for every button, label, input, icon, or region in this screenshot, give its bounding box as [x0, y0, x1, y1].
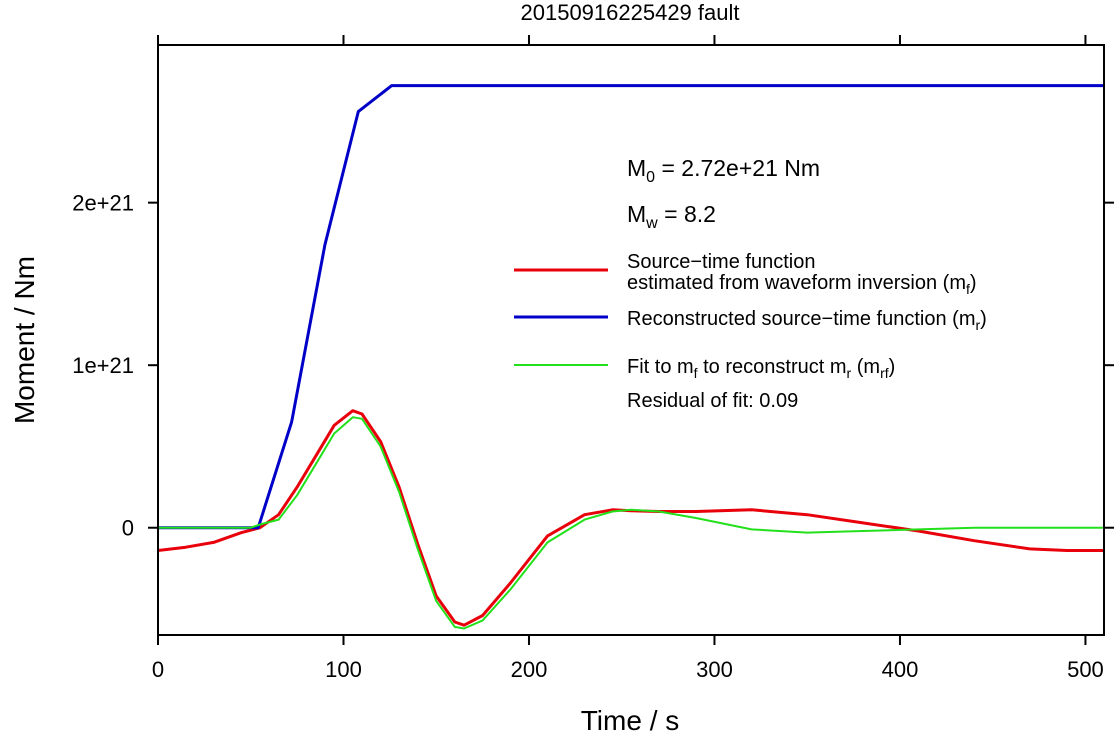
legend: Source−time function estimated from wave… — [514, 251, 987, 412]
legend-mrf-sub2: r — [847, 365, 852, 381]
y-axis-label: Moment / Nm — [9, 256, 40, 424]
axes-group: 0 100 200 300 400 500 0 1e+21 2e+21 — [72, 35, 1114, 682]
moment-magnitude-annotation: Mw = 8.2 — [627, 201, 716, 232]
legend-mrf-text3: (m — [851, 356, 880, 378]
x-tick-label-300: 300 — [696, 657, 733, 682]
legend-label-mf-line2: estimated from waveform inversion (mf) — [627, 272, 977, 297]
m0-base: M — [627, 155, 646, 181]
legend-mf-close: ) — [970, 272, 977, 294]
y-tick-label-1: 1e+21 — [72, 353, 134, 378]
legend-mrf-close: ) — [889, 356, 896, 378]
legend-label-mrf: Fit to mf to reconstruct mr (mrf) — [627, 356, 895, 381]
x-tick-label-0: 0 — [152, 657, 164, 682]
x-tick-label-100: 100 — [325, 657, 362, 682]
mw-value: = 8.2 — [658, 201, 716, 227]
seismic-moment-annotation: M0 = 2.72e+21 Nm — [627, 155, 820, 186]
plot-frame — [157, 44, 1105, 636]
legend-label-mf-line1: Source−time function — [627, 251, 815, 273]
x-tick-label-400: 400 — [882, 657, 919, 682]
legend-mrf-sub3: rf — [880, 365, 889, 381]
legend-mr-sub: r — [976, 317, 981, 333]
x-tick-label-500: 500 — [1067, 657, 1104, 682]
x-axis-label: Time / s — [581, 705, 680, 736]
legend-mrf-sub1: f — [694, 365, 698, 381]
residual-of-fit: Residual of fit: 0.09 — [627, 390, 798, 412]
mw-base: M — [627, 201, 646, 227]
m0-value: = 2.72e+21 Nm — [655, 155, 820, 181]
legend-mr-close: ) — [980, 308, 987, 330]
y-tick-label-2: 2e+21 — [72, 191, 134, 216]
legend-label-mr: Reconstructed source−time function (mr) — [627, 308, 987, 333]
legend-mrf-text2: to reconstruct m — [698, 356, 847, 378]
series-line-mf — [157, 409, 1104, 627]
series-line-mrf — [158, 416, 1104, 630]
m0-subscript: 0 — [646, 169, 655, 186]
mw-subscript: w — [645, 215, 658, 232]
series-group — [157, 84, 1104, 630]
x-tick-label-200: 200 — [511, 657, 548, 682]
series-line-mr — [158, 84, 1104, 530]
legend-mr-text: Reconstructed source−time function (m — [627, 308, 976, 330]
legend-mrf-text1: Fit to m — [627, 356, 694, 378]
legend-mf-line2-text: estimated from waveform inversion (m — [627, 272, 966, 294]
legend-mf-sub: f — [966, 281, 970, 297]
y-tick-label-0: 0 — [122, 516, 134, 541]
chart-title: 20150916225429 fault — [521, 0, 740, 25]
